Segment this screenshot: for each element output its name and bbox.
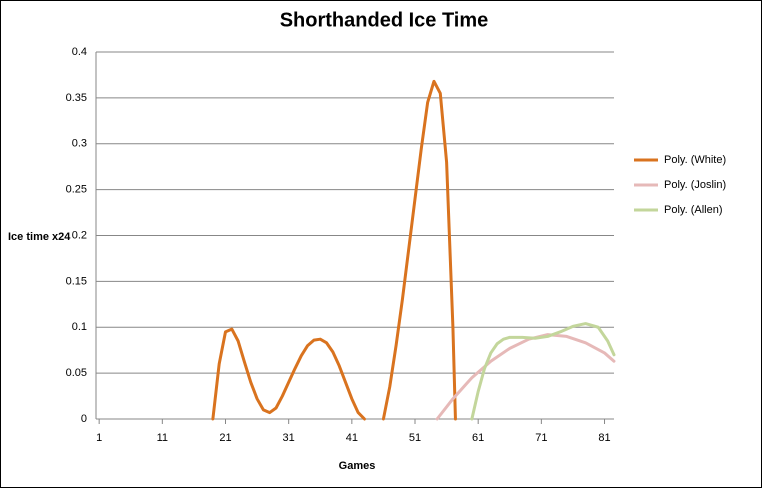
trend-line — [470, 322, 616, 421]
legend-label: Poly. (White) — [664, 154, 726, 166]
x-tick-label: 31 — [283, 432, 295, 444]
y-tick-label: 0.1 — [72, 321, 87, 333]
y-tick-label: 0.4 — [72, 46, 87, 58]
y-tick-label: 0 — [81, 413, 87, 425]
y-tick-label: 0.25 — [66, 184, 87, 196]
x-tick-label: 81 — [598, 432, 610, 444]
y-tick-label: 0.15 — [66, 275, 87, 287]
x-axis-title: Games — [339, 460, 376, 472]
y-tick-label: 0.35 — [66, 92, 87, 104]
y-tick-label: 0.3 — [72, 138, 87, 150]
trend-line — [211, 79, 457, 421]
legend-label: Poly. (Joslin) — [664, 179, 726, 191]
x-tick-label: 61 — [472, 432, 484, 444]
chart-title: Shorthanded Ice Time — [280, 9, 489, 31]
x-tick-label: 41 — [346, 432, 358, 444]
y-tick-label: 0.05 — [66, 367, 87, 379]
x-tick-label: 71 — [535, 432, 547, 444]
x-tick-label: 1 — [96, 432, 102, 444]
y-tick-label: 0.2 — [72, 229, 87, 241]
x-tick-label: 21 — [219, 432, 231, 444]
y-axis-title: Ice time x24 — [8, 231, 71, 243]
x-tick-label: 51 — [409, 432, 421, 444]
legend-label: Poly. (Allen) — [664, 204, 722, 216]
x-tick-label: 11 — [157, 432, 168, 444]
